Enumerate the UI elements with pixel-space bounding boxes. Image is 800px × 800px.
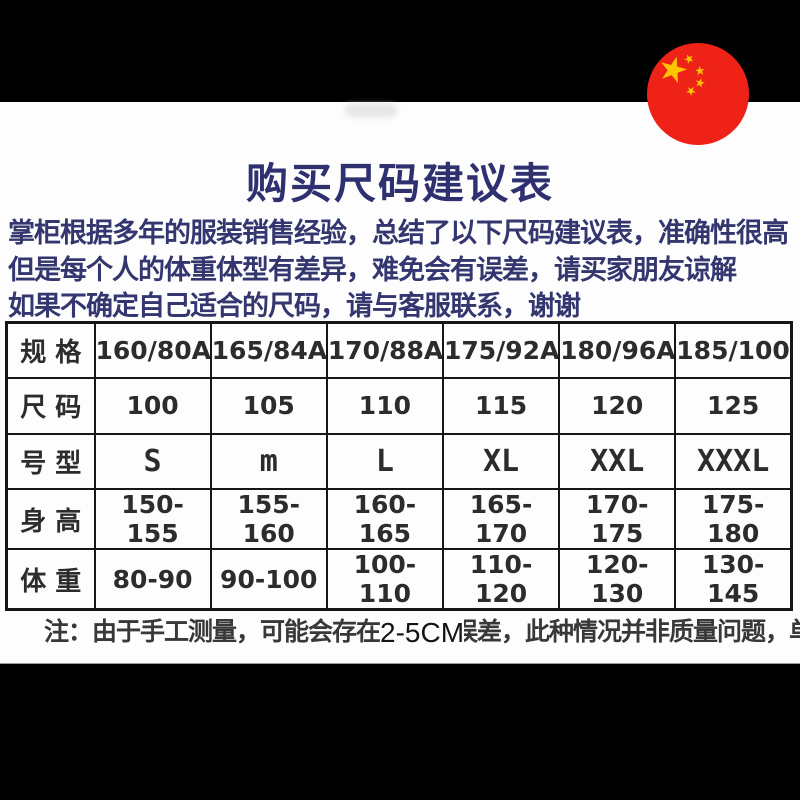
china-flag-stars [657,52,706,98]
height-cell: 170-175 [558,488,677,551]
spec-cell: 175/92A [441,321,561,380]
table-row-height: 身 高 150-155 155-160 160-165 165-170 170-… [5,488,793,551]
intro-line-1: 掌柜根据多年的服装销售经验，总结了以下尺码建议表，准确性很高 [8,218,789,249]
spec-cell: 180/96A [558,321,677,380]
weight-cell: 80-90 [93,548,212,611]
row-label-size-letter: 号 型 [5,432,96,491]
weight-cell: 130-145 [674,548,793,611]
intro-paragraph: 掌柜根据多年的服装销售经验，总结了以下尺码建议表，准确性很高 但是每个人的体重体… [8,216,796,326]
size-letter-cell: m [209,432,328,491]
row-label-weight: 体 重 [5,548,96,611]
height-cell: 165-170 [441,488,561,551]
table-row-weight: 体 重 80-90 90-100 100-110 110-120 120-130… [5,548,793,611]
size-number-cell: 110 [325,377,444,435]
weight-cell: 90-100 [209,548,328,611]
size-letter-cell: L [325,432,444,491]
height-cell: 175-180 [674,488,793,551]
row-label-height: 身 高 [5,488,96,551]
table-row-spec: 规 格 160/80A 165/84A 170/88A 175/92A 180/… [5,321,793,380]
spec-cell: 170/88A [325,321,444,380]
size-table: 规 格 160/80A 165/84A 170/88A 175/92A 180/… [5,321,793,612]
size-letter-cell: XXXL [674,432,793,491]
size-letter-cell: S [93,432,212,491]
height-cell: 160-165 [325,488,444,551]
height-cell: 155-160 [209,488,328,551]
weight-cell: 120-130 [558,548,677,611]
weight-cell: 100-110 [325,548,444,611]
spec-cell: 185/100A [674,321,793,380]
spec-cell: 165/84A [209,321,328,380]
note-prefix: 注：由于手工测量，可能会存在 [44,617,381,646]
weight-cell: 110-120 [441,548,561,611]
height-cell: 150-155 [93,488,212,551]
spec-cell: 160/80A [93,321,212,380]
size-number-cell: 120 [558,377,677,435]
row-label-size-number: 尺 码 [5,377,96,435]
artifact-smudge [345,104,397,117]
size-number-cell: 115 [441,377,561,435]
note-suffix: 误差，此种情况并非质量问题，单位cm。 [453,617,800,646]
table-row-size-letter: 号 型 S m L XL XXL XXXL [5,432,793,491]
intro-line-3: 如果不确定自己适合的尺码，请与客服联系，谢谢 [8,291,581,322]
page-title: 购买尺码建议表 [245,159,554,208]
row-label-spec: 规 格 [5,321,96,380]
intro-line-2: 但是每个人的体重体型有差异，难免会有误差，请买家朋友谅解 [8,254,737,286]
size-number-cell: 105 [209,377,328,435]
china-flag-icon [647,43,749,145]
note-tolerance-value: 2-5CM [380,617,465,649]
size-number-cell: 100 [93,377,212,435]
size-letter-cell: XL [441,432,561,491]
size-letter-cell: XXL [558,432,677,491]
table-row-size-number: 尺 码 100 105 110 115 120 125 [5,377,793,435]
size-number-cell: 125 [674,377,793,435]
measurement-note: 注：由于手工测量，可能会存在2-5CM误差，此种情况并非质量问题，单位cm。 [44,612,800,649]
bottom-black-band [0,664,800,800]
